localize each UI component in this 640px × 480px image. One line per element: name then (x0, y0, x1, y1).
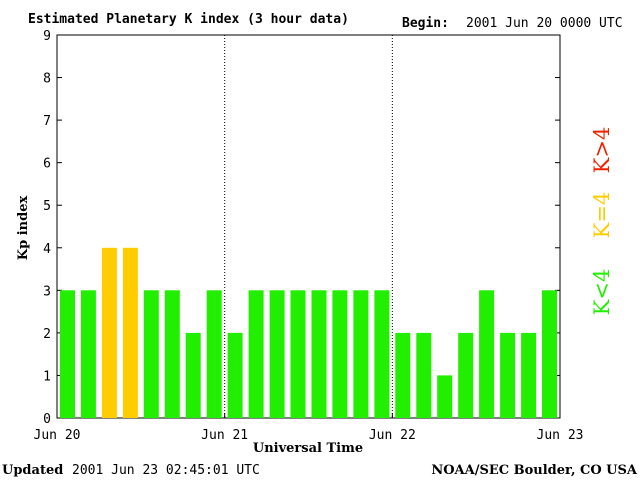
kp-bar (164, 290, 180, 418)
y-tick-label: 8 (43, 72, 51, 87)
kp-bar (60, 290, 75, 418)
x-tick-label: Jun 23 (537, 428, 584, 443)
kp-bar (185, 332, 201, 418)
legend-below-4: K<4 (590, 269, 614, 316)
kp-bar (332, 290, 348, 418)
kp-bar (248, 290, 264, 418)
kp-bar (521, 332, 537, 418)
kp-bar (269, 290, 285, 418)
y-tick-label: 9 (43, 29, 51, 44)
y-tick-label: 2 (43, 327, 51, 342)
updated-label: Updated (2, 463, 63, 478)
kp-bar (479, 290, 495, 418)
y-tick-label: 4 (43, 242, 51, 257)
plot-area: 0 1 2 3 4 5 6 7 8 9 Jun 20 Jun 21 Jun 22 Jun 23 (34, 29, 584, 443)
kp-bar (101, 247, 117, 418)
kp-bar (290, 290, 306, 418)
kp-bar (206, 290, 222, 418)
y-tick-label: 3 (43, 284, 51, 299)
plot-frame (56, 34, 561, 419)
begin-value: 2001 Jun 20 0000 UTC (466, 16, 623, 31)
updated-value: 2001 Jun 23 02:45:01 UTC (72, 463, 260, 478)
kp-bar (416, 332, 432, 418)
kp-bar (437, 375, 453, 418)
kp-bar (374, 290, 390, 418)
kp-bar (542, 290, 557, 418)
kp-bar (395, 332, 411, 418)
kp-bar (458, 332, 474, 418)
begin-label: Begin: (402, 16, 449, 31)
y-tick-label: 1 (43, 369, 51, 384)
y-tick-label: 0 (43, 412, 51, 427)
y-axis-label: Kp index (16, 196, 31, 261)
x-tick-label: Jun 20 (34, 428, 81, 443)
kp-bar (311, 290, 327, 418)
kp-bar (500, 332, 516, 418)
x-axis-label: Universal Time (253, 441, 363, 456)
chart-title: Estimated Planetary K index (3 hour data… (28, 12, 349, 27)
legend-equal-4: K=4 (590, 192, 614, 239)
legend-above-4: K>4 (590, 127, 614, 174)
kp-bar (143, 290, 159, 418)
source-credit: NOAA/SEC Boulder, CO USA (431, 463, 638, 478)
kp-bar (227, 332, 243, 418)
y-tick-label: 6 (43, 157, 51, 172)
x-tick-label: Jun 21 (201, 428, 248, 443)
kp-bar (122, 247, 138, 418)
kp-bar (353, 290, 369, 418)
x-tick-label: Jun 22 (369, 428, 416, 443)
y-tick-label: 7 (43, 114, 51, 129)
y-tick-label: 5 (43, 199, 51, 214)
kp-bar (80, 290, 96, 418)
